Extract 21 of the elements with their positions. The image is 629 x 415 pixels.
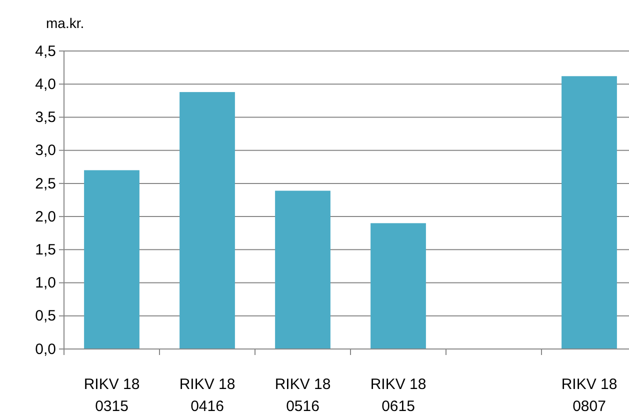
y-tick-label: 4,5 — [35, 42, 56, 60]
y-axis-title: ma.kr. — [46, 15, 84, 31]
x-tick-label: RIKV 18 0416 — [179, 376, 236, 415]
x-tick-label: RIKV 18 0615 — [370, 376, 426, 415]
y-tick-label: 4,0 — [35, 76, 56, 93]
x-tick-label: RIKV 18 0807 — [561, 376, 618, 415]
bar — [84, 170, 140, 349]
y-tick-label: 3,0 — [35, 142, 56, 160]
bar — [562, 76, 617, 349]
y-tick-label: 1,0 — [35, 274, 56, 292]
bar — [180, 92, 235, 349]
bar — [370, 223, 426, 349]
y-tick-label: 0,5 — [35, 308, 56, 325]
y-tick-label: 2,5 — [35, 175, 56, 192]
bar — [275, 190, 330, 349]
x-tick-label: RIKV 18 0516 — [274, 376, 331, 415]
y-tick-label: 0,0 — [35, 340, 56, 358]
y-tick-label: 2,0 — [35, 208, 56, 226]
y-tick-label: 3,5 — [35, 109, 56, 126]
x-tick-label: RIKV 18 0315 — [84, 376, 140, 415]
y-tick-label: 1,5 — [35, 241, 56, 258]
